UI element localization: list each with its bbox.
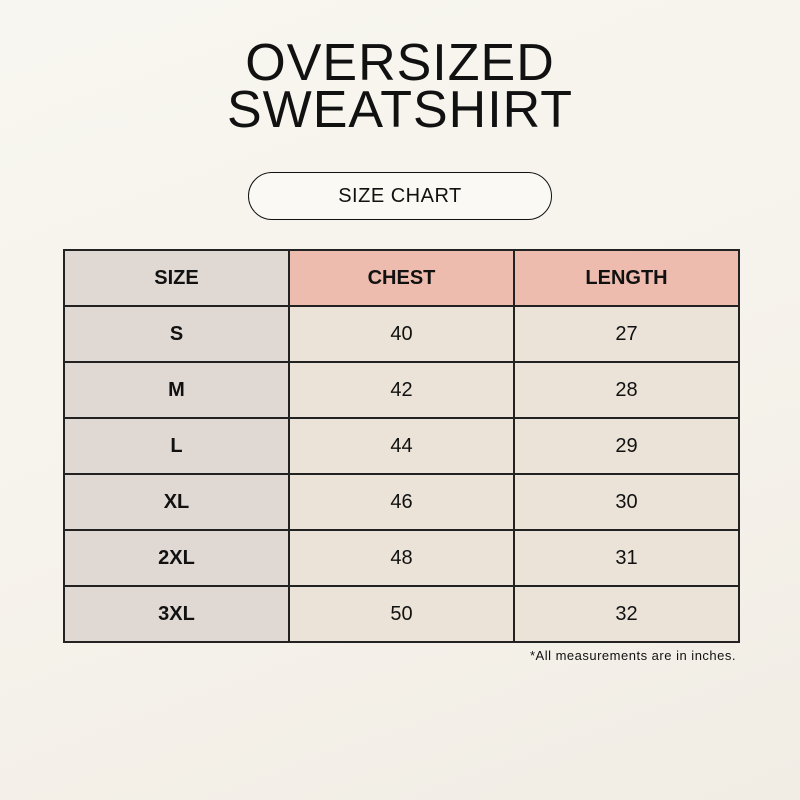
table-row: M 42 28	[63, 361, 740, 419]
table-cell: 30	[513, 473, 740, 531]
table-cell: 3XL	[63, 585, 290, 643]
table-cell: M	[63, 361, 290, 419]
table-row: XL 46 30	[63, 473, 740, 531]
header-row: SIZE CHEST LENGTH	[63, 249, 740, 307]
table-cell: 28	[513, 361, 740, 419]
footnote: *All measurements are in inches.	[529, 648, 736, 663]
table-cell: XL	[63, 473, 290, 531]
table-cell: 32	[513, 585, 740, 643]
table-cell: 44	[288, 417, 515, 475]
table-cell: L	[63, 417, 290, 475]
column-header: SIZE	[63, 249, 290, 307]
size-chart-label: SIZE CHART	[248, 172, 552, 220]
table-row: S 40 27	[63, 305, 740, 363]
table-cell: 48	[288, 529, 515, 587]
table-cell: 50	[288, 585, 515, 643]
table-cell: 31	[513, 529, 740, 587]
table-cell: 29	[513, 417, 740, 475]
column-header: CHEST	[288, 249, 515, 307]
page-title: OVERSIZED SWEATSHIRT	[226, 34, 574, 139]
table-cell: 40	[288, 305, 515, 363]
column-header: LENGTH	[513, 249, 740, 307]
table-cell: 2XL	[63, 529, 290, 587]
table-cell: 42	[288, 361, 515, 419]
size-table: SIZE CHEST LENGTH S 40 27 M 42 28 L 44 29 XL 46 30 2XL 4…	[63, 249, 740, 643]
table-cell: S	[63, 305, 290, 363]
table-cell: 27	[513, 305, 740, 363]
table-row: 3XL 50 32	[63, 585, 740, 643]
table-row: L 44 29	[63, 417, 740, 475]
table-cell: 46	[288, 473, 515, 531]
table-row: 2XL 48 31	[63, 529, 740, 587]
